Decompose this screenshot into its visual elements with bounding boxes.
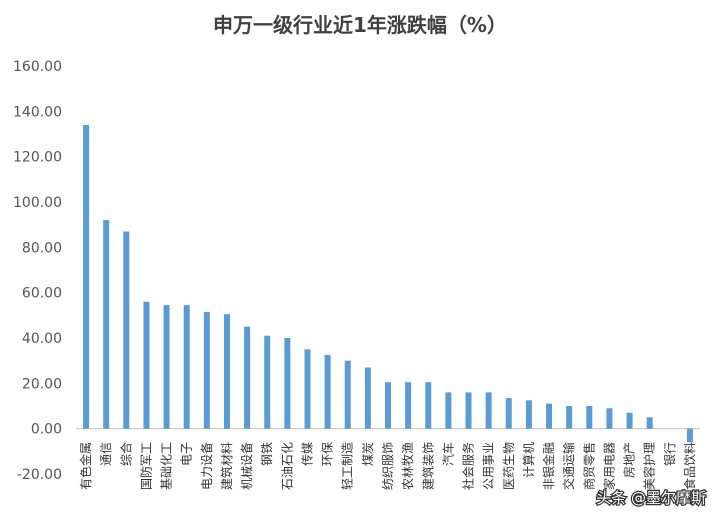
y-axis: -20.00 0.00 20.00 40.00 60.00 80.00 100.00 120.…	[13, 59, 700, 483]
bar	[223, 314, 230, 429]
x-tick-label: 汽车	[440, 442, 455, 466]
x-tick-label: 交通运输	[561, 442, 576, 490]
y-tick-label: 120.00	[13, 150, 62, 166]
x-tick-label: 公用事业	[482, 442, 496, 490]
y-tick-label: -20.00	[17, 467, 62, 483]
bar	[344, 360, 351, 429]
x-tick-label: 建筑材料	[219, 442, 234, 490]
x-tick-label: 农林牧渔	[401, 442, 415, 490]
bar	[546, 403, 553, 429]
x-tick-label: 煤炭	[361, 442, 375, 466]
bar	[143, 301, 150, 429]
bar	[284, 338, 291, 429]
bar	[163, 305, 170, 429]
bar	[425, 382, 432, 429]
bar	[324, 355, 331, 429]
y-tick-label: 140.00	[13, 104, 62, 120]
bars	[83, 124, 693, 443]
x-tick-label: 国防军工	[138, 442, 153, 490]
bar	[525, 400, 532, 429]
x-tick-label: 医药生物	[502, 442, 516, 490]
x-tick-label: 房地产	[622, 442, 637, 478]
x-tick-label: 轻工制造	[341, 442, 355, 490]
bar	[646, 417, 653, 429]
x-tick-label: 银行	[663, 442, 677, 466]
y-tick-label: 60.00	[22, 286, 62, 302]
bar	[304, 349, 311, 429]
bar	[485, 392, 492, 429]
x-tick-label: 环保	[321, 442, 335, 466]
x-tick-label: 美容护理	[642, 442, 657, 490]
y-tick-label: 40.00	[22, 331, 62, 347]
bar	[686, 428, 693, 443]
x-tick-label: 纺织服饰	[381, 442, 395, 490]
y-tick-label: 100.00	[13, 195, 62, 211]
x-tick-label: 社会服务	[461, 442, 476, 490]
x-tick-label: 非银金融	[541, 442, 556, 490]
x-tick-label: 电子	[180, 442, 194, 466]
watermark-text: 头条 @墨尔摩斯	[596, 489, 706, 507]
bar	[566, 406, 573, 429]
y-tick-label: 0.00	[31, 422, 62, 438]
x-tick-label: 机械设备	[239, 442, 254, 490]
x-tick-label: 石油石化	[280, 442, 294, 490]
x-tick-label: 食品饮料	[682, 442, 697, 490]
x-tick-label: 通信	[99, 442, 113, 466]
y-tick-label: 160.00	[13, 59, 62, 75]
x-tick-label: 商贸零售	[581, 442, 596, 490]
bar	[83, 124, 90, 429]
bar	[103, 220, 110, 429]
x-axis: 有色金属 通信 综合 国防军工 基础化工 电子 电力设备 建筑材料 机械设备 钢铁 石油石化 传媒 环保…	[78, 442, 697, 490]
bar	[364, 367, 371, 429]
bar	[385, 382, 391, 429]
chart-title: 申万一级行业近1年涨跌幅（%）	[213, 13, 507, 37]
bar	[606, 408, 613, 429]
x-tick-label: 家用电器	[601, 442, 616, 490]
bar	[244, 326, 251, 429]
x-tick-label: 计算机	[521, 442, 536, 478]
bar	[505, 398, 512, 429]
bar	[465, 392, 472, 429]
bar	[405, 382, 412, 429]
bar	[264, 335, 271, 429]
bar	[445, 392, 452, 429]
bar	[626, 412, 633, 429]
x-tick-label: 传媒	[299, 442, 314, 466]
x-tick-label: 有色金属	[78, 442, 93, 490]
x-tick-label: 基础化工	[160, 442, 174, 490]
y-tick-label: 80.00	[22, 240, 62, 256]
x-tick-label: 电力设备	[200, 442, 214, 490]
x-tick-label: 综合	[118, 442, 133, 466]
bar	[123, 231, 130, 429]
x-tick-label: 钢铁	[260, 442, 274, 466]
bar	[203, 311, 210, 429]
bar	[586, 406, 593, 429]
y-tick-label: 20.00	[22, 376, 62, 392]
bar	[183, 305, 190, 429]
x-tick-label: 建筑装饰	[420, 442, 435, 490]
